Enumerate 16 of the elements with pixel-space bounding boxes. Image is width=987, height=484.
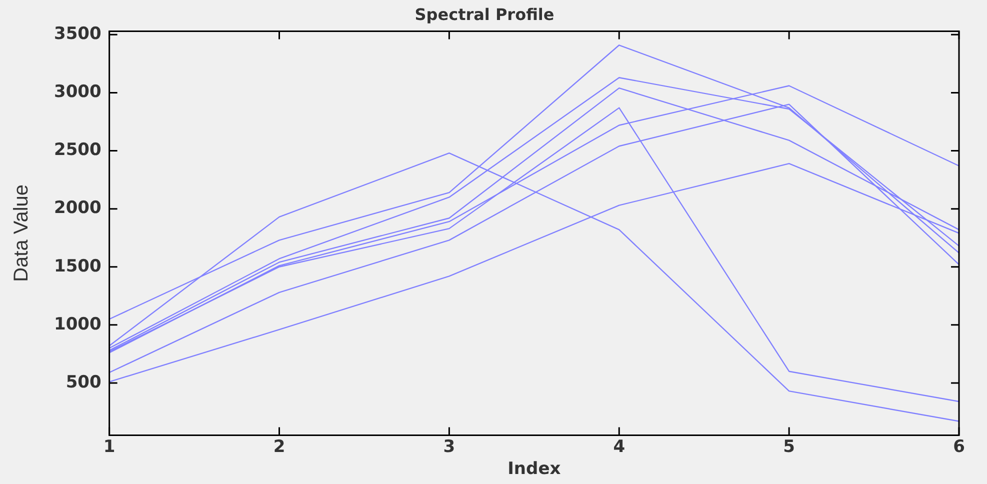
y-tick-label: 1000 [54, 314, 102, 334]
x-axis-title: Index [508, 459, 561, 480]
x-tick-label: 1 [103, 436, 116, 457]
x-tick-label: 5 [783, 436, 795, 457]
x-tick-label: 6 [953, 436, 965, 457]
y-tick-label: 1500 [54, 256, 102, 276]
y-tick-label: 2500 [54, 140, 102, 160]
x-tick-label: 3 [443, 436, 456, 457]
y-tick-label: 500 [66, 372, 102, 392]
y-axis-title: Data Value [10, 184, 33, 282]
y-tick-label: 2000 [54, 198, 102, 218]
y-tick-label: 3500 [54, 24, 102, 44]
chart-title: Spectral Profile [414, 4, 554, 24]
x-tick-label: 4 [613, 436, 626, 457]
y-tick-label: 3000 [54, 82, 102, 102]
x-tick-label: 2 [273, 436, 286, 457]
